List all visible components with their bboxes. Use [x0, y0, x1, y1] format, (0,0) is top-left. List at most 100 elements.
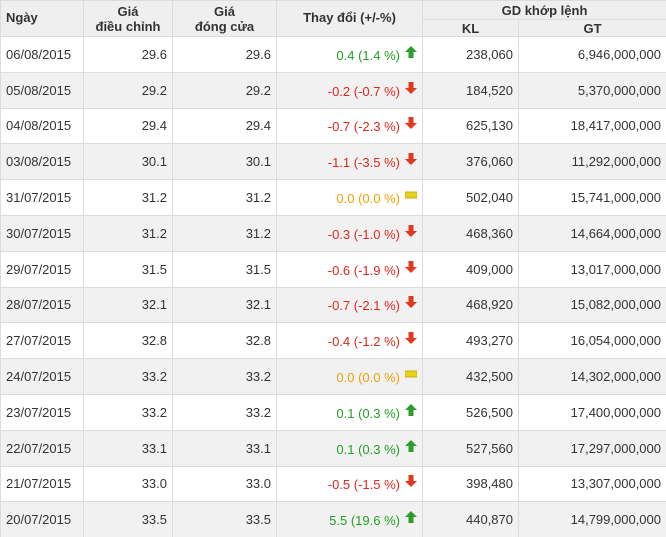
- trend-icon: [405, 403, 417, 416]
- table-cell: 33.0: [172, 465, 277, 503]
- table-cell: 17,400,000,000: [518, 393, 666, 431]
- table-cell: -1.1 (-3.5 %): [276, 143, 423, 181]
- cell-text: 14,302,000,000: [570, 369, 661, 385]
- cell-text: 33.0: [245, 476, 271, 492]
- cell-text: 0.4 (1.4 %): [336, 47, 400, 63]
- table-cell: 31.2: [172, 214, 277, 252]
- trend-icon: [405, 332, 417, 345]
- table-cell: 440,870: [422, 501, 519, 537]
- cell-text: -0.7 (-2.1 %): [327, 298, 400, 314]
- cell-text: -0.7 (-2.3 %): [327, 119, 400, 135]
- table-cell: 05/08/2015: [0, 71, 84, 109]
- cell-text: 33.2: [141, 369, 167, 385]
- table-cell: 31.2: [83, 179, 173, 216]
- table-cell: 0.0 (0.0 %): [276, 179, 423, 216]
- table-cell: 18,417,000,000: [518, 107, 666, 145]
- table-cell: 17,297,000,000: [518, 429, 666, 467]
- table-cell: 5.5 (19.6 %): [276, 501, 423, 537]
- cell-text: 29.6: [141, 46, 167, 62]
- table-cell: 468,920: [422, 286, 519, 324]
- cell-text: 527,560: [466, 440, 513, 456]
- table-cell: 493,270: [422, 322, 519, 360]
- table-cell: 526,500: [422, 393, 519, 431]
- table-cell: 33.5: [83, 501, 173, 537]
- table-cell: 29.6: [172, 36, 277, 73]
- trend-icon: [405, 260, 417, 273]
- table-cell: -0.2 (-0.7 %): [276, 71, 423, 109]
- arrow-down: [405, 81, 417, 94]
- cell-text: 0.0 (0.0 %): [336, 370, 400, 386]
- table-cell: 16,054,000,000: [518, 322, 666, 360]
- table-header: Ngày Giá điều chỉnh Giá đóng cửa Thay đổ…: [0, 0, 666, 37]
- trend-icon: [405, 153, 417, 166]
- table-cell: 29.4: [172, 107, 277, 145]
- cell-text: 22/07/2015: [6, 440, 72, 456]
- cell-text: 31/07/2015: [6, 190, 72, 206]
- table-cell: -0.6 (-1.9 %): [276, 250, 423, 288]
- table-cell: 24/07/2015: [0, 358, 84, 395]
- table-cell: 14,664,000,000: [518, 214, 666, 252]
- cell-text: 24/07/2015: [6, 369, 72, 385]
- table-cell: 13,017,000,000: [518, 250, 666, 288]
- cell-text: 432,500: [466, 369, 513, 385]
- cell-text: 11,292,000,000: [571, 154, 661, 170]
- cell-text: 17,297,000,000: [570, 440, 661, 456]
- table-cell: 468,360: [422, 214, 519, 252]
- table-cell: 432,500: [422, 358, 519, 395]
- arrow-up: [405, 45, 417, 58]
- cell-text: -0.6 (-1.9 %): [327, 262, 400, 278]
- table-cell: 21/07/2015: [0, 465, 84, 503]
- cell-text: 29.6: [245, 46, 271, 62]
- cell-text: 21/07/2015: [6, 476, 72, 492]
- table-cell: 22/07/2015: [0, 429, 84, 467]
- table-cell: 238,060: [422, 36, 519, 73]
- table-cell: 31.2: [172, 179, 277, 216]
- table-cell: 15,082,000,000: [518, 286, 666, 324]
- cell-text: 13,017,000,000: [570, 261, 661, 277]
- table-row: 03/08/2015 30.1 30.1 -1.1 (-3.5 %) 376,060 11…: [0, 143, 666, 181]
- cell-text: 5,370,000,000: [577, 82, 661, 98]
- table-cell: 23/07/2015: [0, 393, 84, 431]
- cell-text: 493,270: [466, 333, 513, 349]
- table-row: 23/07/2015 33.2 33.2 0.1 (0.3 %) 526,500 17,4…: [0, 393, 666, 431]
- header-cell: Giá đóng cửa: [172, 0, 277, 37]
- table-row: 31/07/2015 31.2 31.2 0.0 (0.0 %) 502,040 15,7…: [0, 179, 666, 216]
- trend-icon: [404, 191, 418, 199]
- cell-text: 33.2: [245, 369, 271, 385]
- cell-text: 33.2: [245, 404, 271, 420]
- table-row: 20/07/2015 33.5 33.5 5.5 (19.6 %) 440,870 14,…: [0, 501, 666, 537]
- arrow-up: [405, 439, 417, 452]
- table-cell: 527,560: [422, 429, 519, 467]
- cell-text: 23/07/2015: [6, 404, 72, 420]
- cell-text: 16,054,000,000: [570, 333, 661, 349]
- table-cell: 184,520: [422, 71, 519, 109]
- arrow-down: [405, 224, 417, 237]
- cell-text: 33.1: [245, 440, 271, 456]
- table-body: 06/08/2015 29.6 29.6 0.4 (1.4 %) 238,060 6,94…: [0, 36, 666, 537]
- arrow-down: [405, 117, 417, 130]
- table-cell: 31.5: [83, 250, 173, 288]
- table-cell: 0.4 (1.4 %): [276, 36, 423, 73]
- table-cell: -0.4 (-1.2 %): [276, 322, 423, 360]
- table-cell: 06/08/2015: [0, 36, 84, 73]
- trend-icon: [405, 439, 417, 452]
- table-cell: -0.7 (-2.3 %): [276, 107, 423, 145]
- table-row: 24/07/2015 33.2 33.2 0.0 (0.0 %) 432,500 14,3…: [0, 358, 666, 395]
- table-cell: 33.1: [83, 429, 173, 467]
- table-row: 30/07/2015 31.2 31.2 -0.3 (-1.0 %) 468,360 14…: [0, 214, 666, 252]
- cell-text: 30.1: [141, 154, 167, 170]
- cell-text: 33.1: [141, 440, 167, 456]
- trend-icon: [405, 475, 417, 488]
- table-cell: 32.8: [172, 322, 277, 360]
- cell-text: 29.4: [245, 118, 271, 134]
- table-cell: 28/07/2015: [0, 286, 84, 324]
- table-cell: 33.2: [172, 358, 277, 395]
- table-row: 06/08/2015 29.6 29.6 0.4 (1.4 %) 238,060 6,94…: [0, 36, 666, 73]
- table-cell: 33.2: [172, 393, 277, 431]
- table-cell: 33.2: [83, 358, 173, 395]
- cell-text: 14,799,000,000: [570, 512, 661, 528]
- flat-mark: [404, 191, 418, 199]
- cell-text: 20/07/2015: [6, 512, 72, 528]
